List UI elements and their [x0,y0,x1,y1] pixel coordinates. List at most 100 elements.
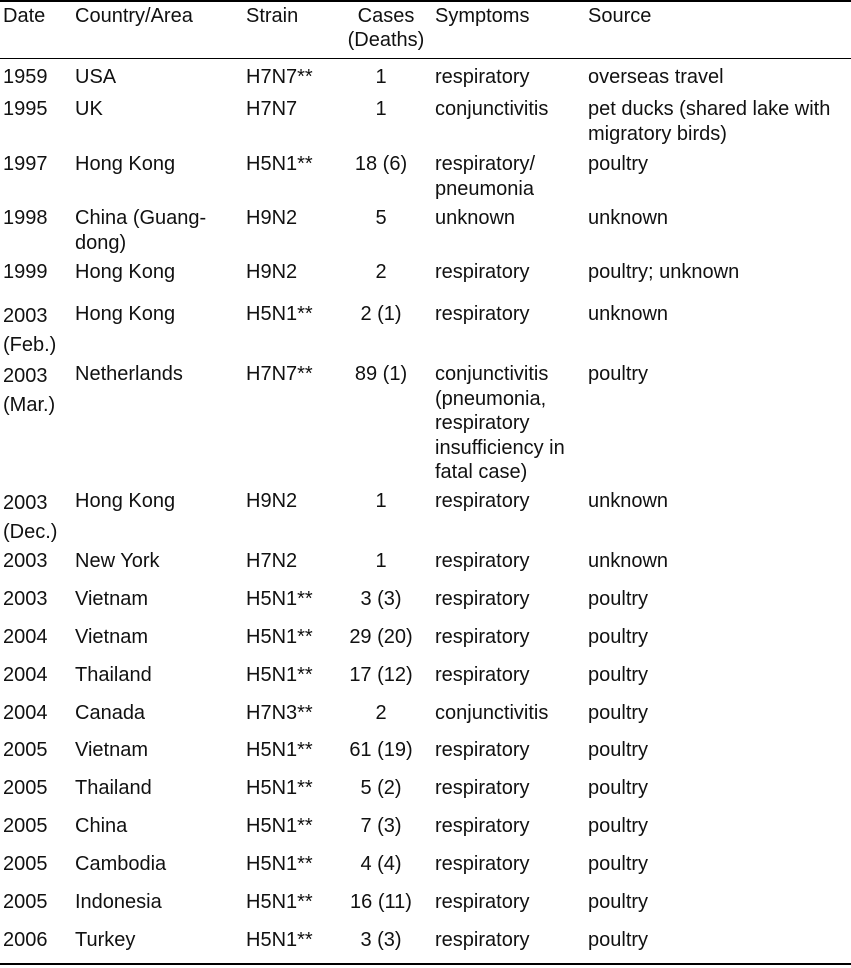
cell-source: poultry [588,776,648,801]
cell-line: respiratory/ [435,153,536,175]
cell-country: Cambodia [75,852,166,877]
cell-source: poultry [588,890,648,915]
cell-line: respiratory [435,739,530,761]
cell-line: 5 [375,207,387,229]
cell-cases: 2 [341,701,421,726]
cell-line: (Feb.) [3,334,57,356]
cell-line: overseas travel [588,66,724,88]
cell-line: 3 (3) [360,588,402,610]
cell-symptoms: respiratory [435,928,529,953]
cell-line: Indonesia [75,891,162,913]
cell-cases: 5 [341,206,421,231]
cell-line: 16 (11) [350,891,412,913]
cell-line: H7N2 [246,550,298,572]
cell-line: Turkey [75,929,136,951]
cell-line: poultry [588,853,649,875]
cell-line: poultry [588,153,649,175]
cell-symptoms: respiratory [435,302,529,327]
cell-country: Hong Kong [75,489,175,514]
cell-line: 2003 [3,365,48,387]
cell-country: Canada [75,701,145,726]
cell-line: conjunctivitis [435,363,549,385]
cell-line: 4 (4) [360,853,402,875]
cell-line: Hong Kong [75,153,176,175]
cell-source: overseas travel [588,65,724,90]
cell-symptoms: respiratory [435,587,529,612]
cell-line: unknown [588,207,669,229]
cell-line: 7 (3) [360,815,402,837]
cell-line: conjunctivitis [435,702,549,724]
header-strain: Strain [246,5,299,27]
cell-cases: 2 (1) [341,302,421,327]
header-rule [0,58,851,59]
cell-line: poultry [588,929,649,951]
cell-line: H7N7** [246,363,313,385]
cell-line: 2004 [3,702,48,724]
cell-line: Vietnam [75,626,149,648]
cell-date: 2006 [3,928,48,953]
cell-source: poultry [588,663,648,688]
cell-line: poultry [588,702,649,724]
cell-line: poultry [588,664,649,686]
cell-cases: 2 [341,260,421,285]
cell-line: unknown [435,207,516,229]
cell-country: USA [75,65,116,90]
cell-date: 2004 [3,663,48,688]
cell-line: H5N1** [246,303,313,325]
cell-country: Netherlands [75,362,183,387]
cell-strain: H7N2 [246,549,297,574]
cell-line: H7N7 [246,98,298,120]
cell-line: H7N7** [246,66,313,88]
cell-line: Vietnam [75,739,149,761]
cell-cases: 16 (11) [341,890,421,915]
cell-symptoms: respiratory [435,663,529,688]
cell-symptoms: conjunctivitis (pneumonia, respiratory insu… [435,362,565,485]
cell-line: 1998 [3,207,48,229]
cell-line: respiratory [435,412,530,434]
cell-line: 61 (19) [349,739,413,761]
cell-line: Netherlands [75,363,183,385]
top-rule [0,0,851,2]
cell-country: New York [75,549,160,574]
cell-cases: 89 (1) [341,362,421,387]
cell-cases: 1 [341,549,421,574]
cell-line: respiratory [435,303,530,325]
cell-line: 2005 [3,891,48,913]
cell-date: 2003 [3,549,48,574]
cell-strain: H5N1** [246,928,313,953]
cell-source: poultry [588,152,648,177]
cell-source: unknown [588,489,668,514]
cell-cases: 1 [341,97,421,122]
cell-line: respiratory [435,588,530,610]
cell-source: poultry [588,587,648,612]
cell-line: 1 [375,490,387,512]
cell-line: H7N3** [246,702,313,724]
cell-line: pet ducks (shared lake with [588,98,831,120]
cell-date: 2004 [3,625,48,650]
cell-line: 1995 [3,98,48,120]
cell-cases: 18 (6) [341,152,421,177]
cell-cases: 5 (2) [341,776,421,801]
cell-date: 2003 [3,587,48,612]
cell-line: respiratory [435,815,530,837]
cell-line: poultry [588,777,649,799]
cell-country: UK [75,97,103,122]
cell-line: UK [75,98,103,120]
cell-source: poultry [588,852,648,877]
cell-source: poultry [588,814,648,839]
cell-line: H5N1** [246,664,313,686]
cell-line: conjunctivitis [435,98,549,120]
cell-line: (pneumonia, [435,387,547,410]
cell-line: pneumonia [435,177,534,200]
cell-strain: H9N2 [246,489,297,514]
cell-symptoms: respiratory/pneumonia [435,152,535,201]
cell-symptoms: respiratory [435,890,529,915]
cell-country: Vietnam [75,587,148,612]
cell-symptoms: respiratory [435,625,529,650]
cell-strain: H9N2 [246,260,297,285]
cell-line: 2003 [3,588,48,610]
bottom-rule [0,963,851,965]
cell-date: 1997 [3,152,48,177]
cell-date: 2005 [3,776,48,801]
cell-line: respiratory [435,66,530,88]
